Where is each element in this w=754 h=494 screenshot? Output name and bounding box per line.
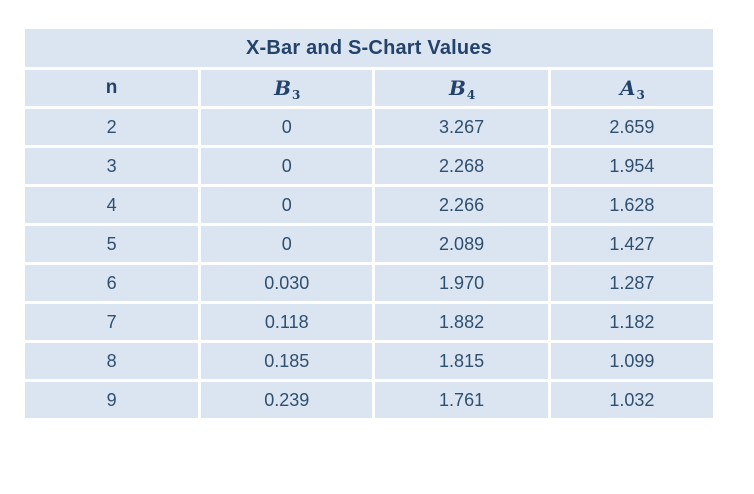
table-cell: 1.970: [372, 262, 551, 304]
table-row: 7 0.118 1.882 1.182: [21, 301, 717, 343]
table-cell: 1.182: [547, 301, 717, 343]
table-row: 2 0 3.267 2.659: [21, 106, 717, 148]
table-cell: 3.267: [372, 106, 551, 148]
title-row: X-Bar and S-Chart Values: [22, 26, 716, 70]
math-subscript: 4: [466, 87, 476, 102]
column-header: B4: [372, 67, 551, 109]
table-cell: 2: [21, 106, 202, 148]
table-cell: 2.268: [372, 145, 551, 187]
table-row: 9 0.239 1.761 1.032: [21, 379, 717, 421]
table-cell: 2.089: [372, 223, 551, 265]
column-header: n: [21, 67, 202, 109]
column-header: A3: [547, 67, 717, 109]
table-cell: 0.030: [198, 262, 376, 304]
constants-table-container: X-Bar and S-Chart Values n B3 B4 A3 2 0 3.267…: [21, 26, 717, 421]
math-symbol: B: [274, 75, 292, 100]
table-cell: 1.287: [547, 262, 717, 304]
table-cell: 2.266: [372, 184, 551, 226]
table-cell: 0: [198, 106, 376, 148]
table-cell: 2.659: [547, 106, 717, 148]
table-row: 5 0 2.089 1.427: [21, 223, 717, 265]
table-row: 4 0 2.266 1.628: [21, 184, 717, 226]
xbar-s-chart-values-table: X-Bar and S-Chart Values n B3 B4 A3 2 0 3.267…: [21, 26, 717, 421]
table-cell: 1.882: [372, 301, 551, 343]
math-symbol: A: [619, 75, 636, 100]
table-cell: 1.628: [547, 184, 717, 226]
table-cell: 9: [21, 379, 202, 421]
table-row: 3 0 2.268 1.954: [21, 145, 717, 187]
table-cell: 1.815: [372, 340, 551, 382]
table-cell: 0.185: [198, 340, 376, 382]
table-cell: 0.118: [198, 301, 376, 343]
table-cell: 1.427: [547, 223, 717, 265]
table-cell: 3: [21, 145, 202, 187]
table-body: 2 0 3.267 2.659 3 0 2.268 1.954 4 0 2.266 1.628 5 0 2.…: [21, 106, 717, 421]
math-symbol: B: [448, 75, 466, 100]
table-row: 8 0.185 1.815 1.099: [21, 340, 717, 382]
math-subscript: 3: [292, 87, 301, 102]
table-cell: 1.761: [372, 379, 551, 421]
table-cell: 0: [198, 145, 376, 187]
math-subscript: 3: [636, 87, 645, 102]
table-title: X-Bar and S-Chart Values: [22, 26, 716, 70]
table-cell: 1.099: [547, 340, 717, 382]
table-cell: 4: [21, 184, 202, 226]
column-header: B3: [198, 67, 376, 109]
table-cell: 5: [21, 223, 202, 265]
table-cell: 0.239: [198, 379, 376, 421]
table-cell: 6: [21, 262, 202, 304]
header-row: n B3 B4 A3: [21, 67, 717, 109]
table-cell: 8: [21, 340, 202, 382]
table-row: 6 0.030 1.970 1.287: [21, 262, 717, 304]
table-cell: 0: [198, 223, 376, 265]
table-cell: 1.954: [547, 145, 717, 187]
table-cell: 7: [21, 301, 202, 343]
table-cell: 1.032: [547, 379, 717, 421]
table-cell: 0: [198, 184, 376, 226]
